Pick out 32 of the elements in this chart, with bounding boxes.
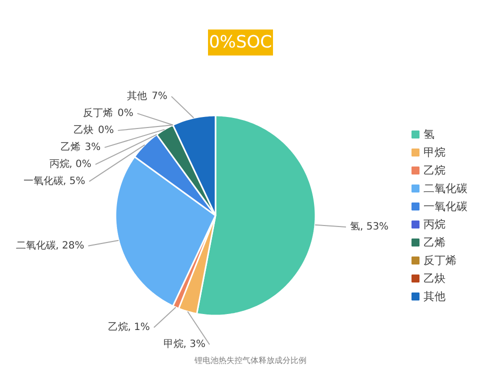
legend-label: 反丁烯 [424, 254, 456, 267]
legend-label: 氢 [424, 128, 434, 141]
text: 0% [98, 124, 114, 136]
category-label: 反丁烯 [82, 108, 113, 119]
legend-label: 乙炔 [424, 272, 446, 285]
legend-label: 丙烷 [424, 218, 446, 231]
data-label: , 5% [63, 176, 86, 187]
slice-label: 甲烷 [164, 338, 184, 350]
slice-label: 乙烷 [108, 320, 128, 333]
text: 锂电池热失控气体释放成分比例 [194, 356, 306, 365]
slice-label: 氢 [350, 221, 360, 232]
legend-label: 乙烯 [424, 236, 446, 249]
slice-label: 乙烯 [60, 140, 80, 153]
data-label: , 53% [360, 221, 389, 232]
category-label: 乙炔 [74, 124, 94, 136]
chart-title: 0%SOC [208, 32, 272, 52]
data-label: 3% [84, 142, 101, 153]
slice-label: 一氧化碳 [23, 174, 64, 187]
data-label: , 1% [128, 322, 150, 333]
text: 0% [117, 108, 134, 119]
legend-label: 二氧化碳 [424, 182, 468, 195]
legend-label: 甲烷 [424, 146, 446, 159]
text: , 0% [69, 158, 92, 170]
data-label: , 28% [56, 240, 84, 252]
slice-label: 其他 [127, 90, 148, 102]
legend-label: 其他 [424, 290, 446, 303]
data-label: , 3% [183, 338, 206, 350]
category-label: 丙烷 [50, 158, 70, 170]
legend-label: 乙烷 [424, 164, 446, 177]
legend-label: 一氧化碳 [424, 200, 468, 213]
slice-label: 二氧化碳 [16, 239, 56, 252]
data-label: 7% [152, 90, 168, 102]
